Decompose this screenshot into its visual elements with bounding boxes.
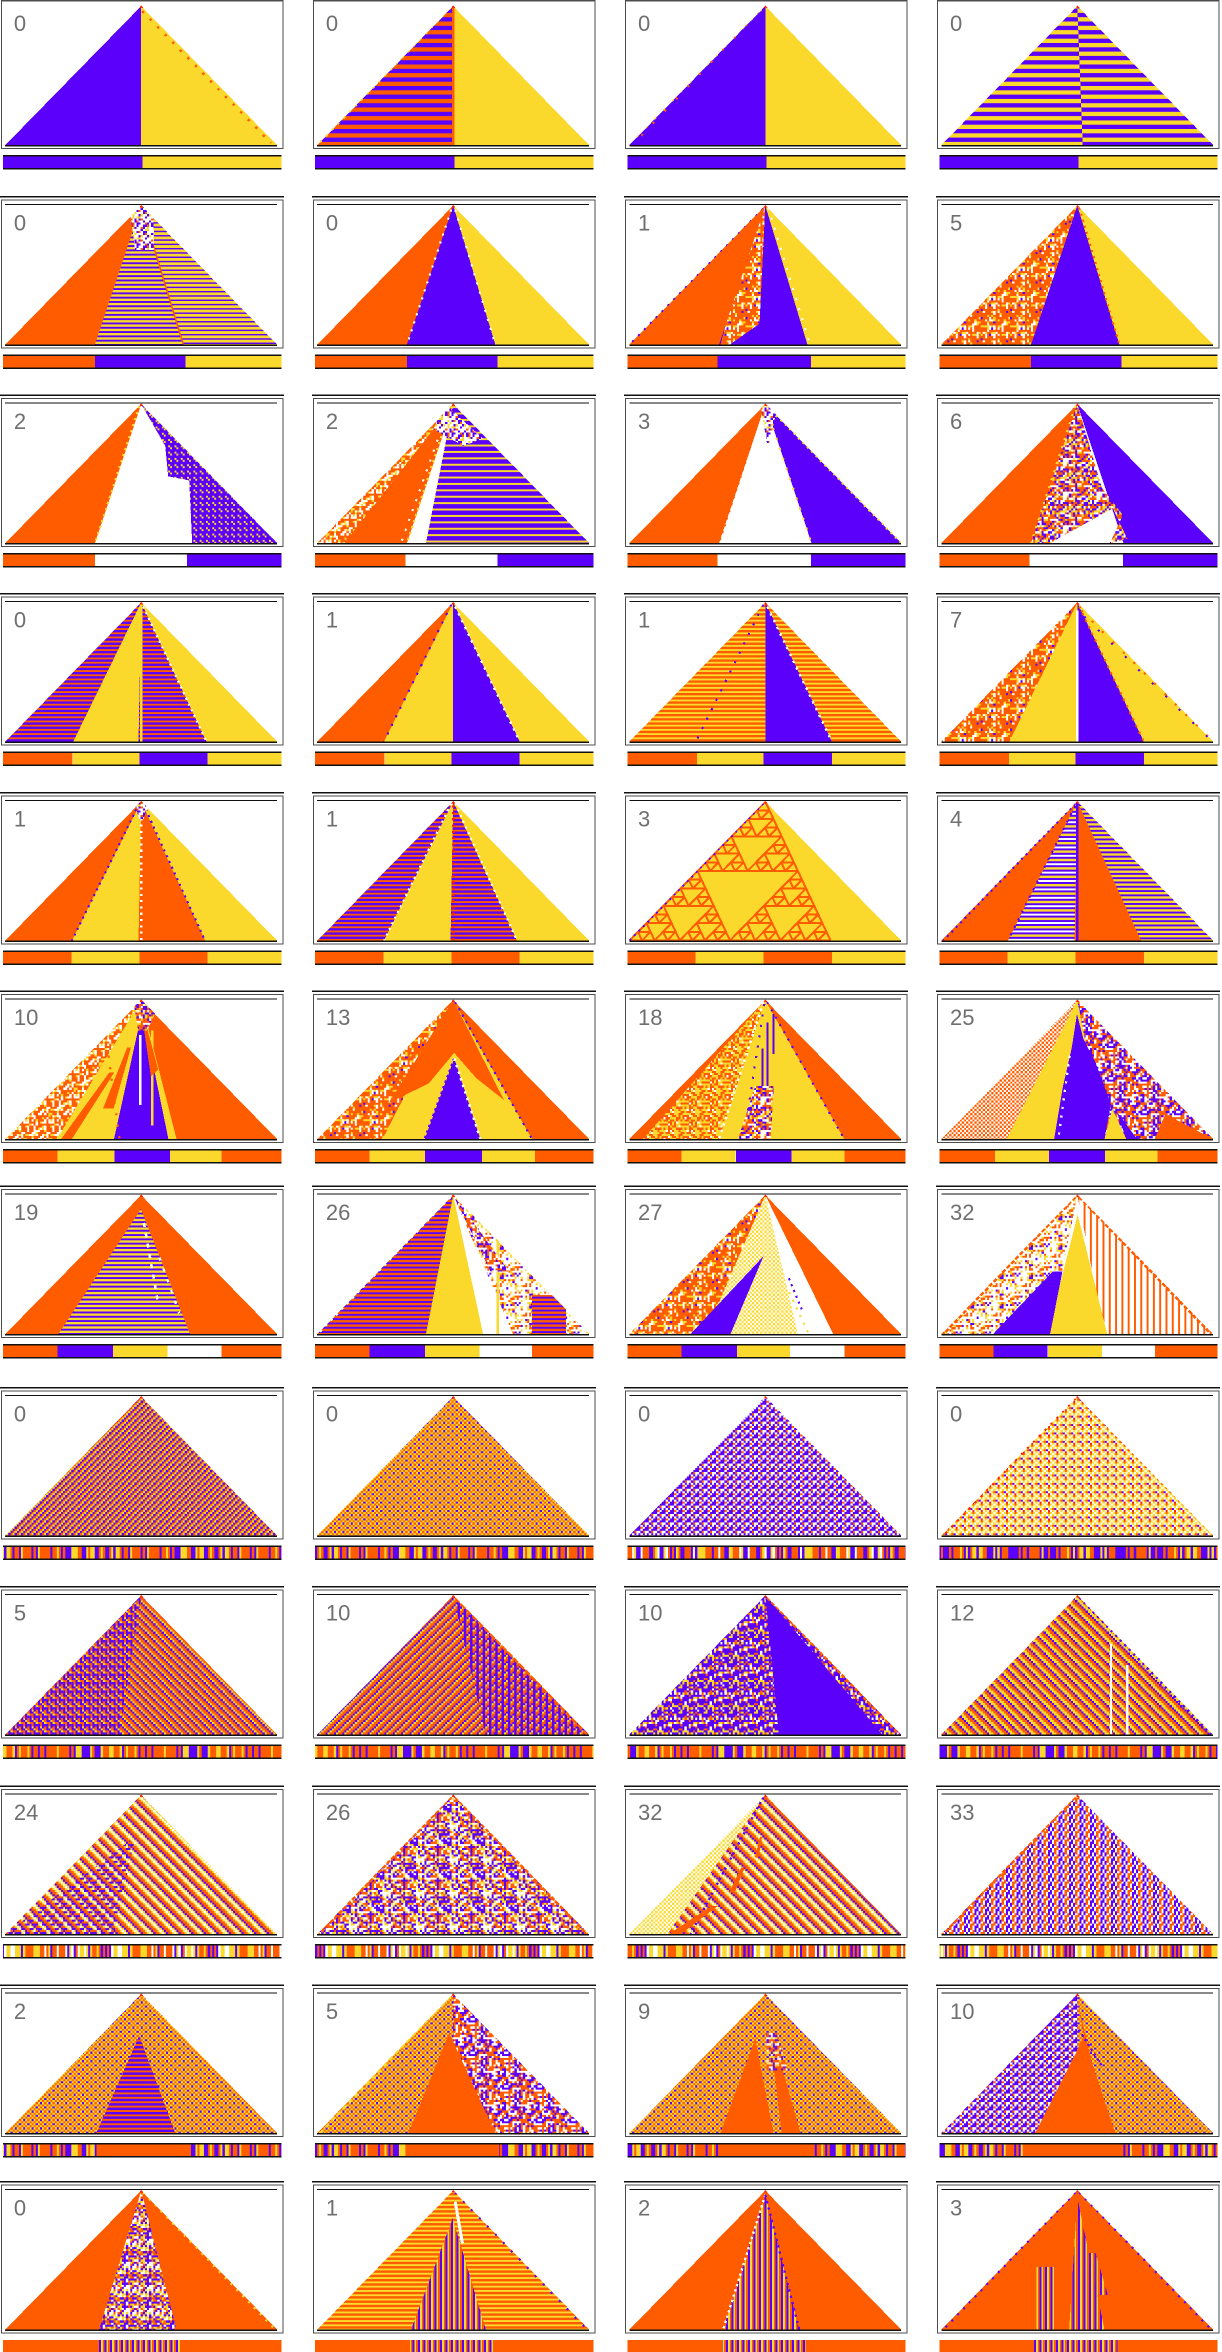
svg-text:26: 26 [326, 1800, 350, 1825]
svg-text:1: 1 [326, 807, 338, 832]
svg-text:0: 0 [14, 211, 26, 236]
svg-text:0: 0 [14, 1402, 26, 1427]
svg-text:3: 3 [950, 2196, 962, 2221]
svg-text:2: 2 [14, 1999, 26, 2024]
svg-text:10: 10 [950, 1999, 974, 2024]
svg-text:5: 5 [14, 1601, 26, 1626]
svg-text:13: 13 [326, 1005, 350, 1030]
svg-text:33: 33 [950, 1800, 974, 1825]
svg-text:9: 9 [638, 1999, 650, 2024]
svg-text:24: 24 [14, 1800, 38, 1825]
svg-text:10: 10 [14, 1005, 38, 1030]
svg-text:25: 25 [950, 1005, 974, 1030]
svg-text:0: 0 [326, 1402, 338, 1427]
svg-text:0: 0 [950, 1402, 962, 1427]
svg-text:5: 5 [326, 1999, 338, 2024]
svg-text:18: 18 [638, 1005, 662, 1030]
svg-text:1: 1 [326, 608, 338, 633]
svg-text:1: 1 [638, 608, 650, 633]
svg-text:6: 6 [950, 409, 962, 434]
svg-text:3: 3 [638, 409, 650, 434]
svg-text:7: 7 [950, 608, 962, 633]
svg-text:10: 10 [638, 1601, 662, 1626]
svg-text:3: 3 [638, 807, 650, 832]
svg-text:32: 32 [638, 1800, 662, 1825]
svg-text:5: 5 [950, 211, 962, 236]
svg-text:1: 1 [14, 807, 26, 832]
svg-text:0: 0 [950, 11, 962, 36]
svg-text:0: 0 [14, 11, 26, 36]
svg-text:12: 12 [950, 1601, 974, 1626]
svg-text:0: 0 [14, 2196, 26, 2221]
svg-text:1: 1 [326, 2196, 338, 2221]
svg-text:0: 0 [326, 11, 338, 36]
svg-text:32: 32 [950, 1200, 974, 1225]
svg-text:27: 27 [638, 1200, 662, 1225]
svg-text:2: 2 [326, 409, 338, 434]
svg-text:0: 0 [326, 211, 338, 236]
svg-text:4: 4 [950, 807, 962, 832]
svg-text:10: 10 [326, 1601, 350, 1626]
svg-text:19: 19 [14, 1200, 38, 1225]
svg-text:2: 2 [14, 409, 26, 434]
svg-text:2: 2 [638, 2196, 650, 2221]
svg-text:26: 26 [326, 1200, 350, 1225]
svg-text:0: 0 [14, 608, 26, 633]
svg-text:1: 1 [638, 211, 650, 236]
svg-text:0: 0 [638, 11, 650, 36]
svg-text:0: 0 [638, 1402, 650, 1427]
